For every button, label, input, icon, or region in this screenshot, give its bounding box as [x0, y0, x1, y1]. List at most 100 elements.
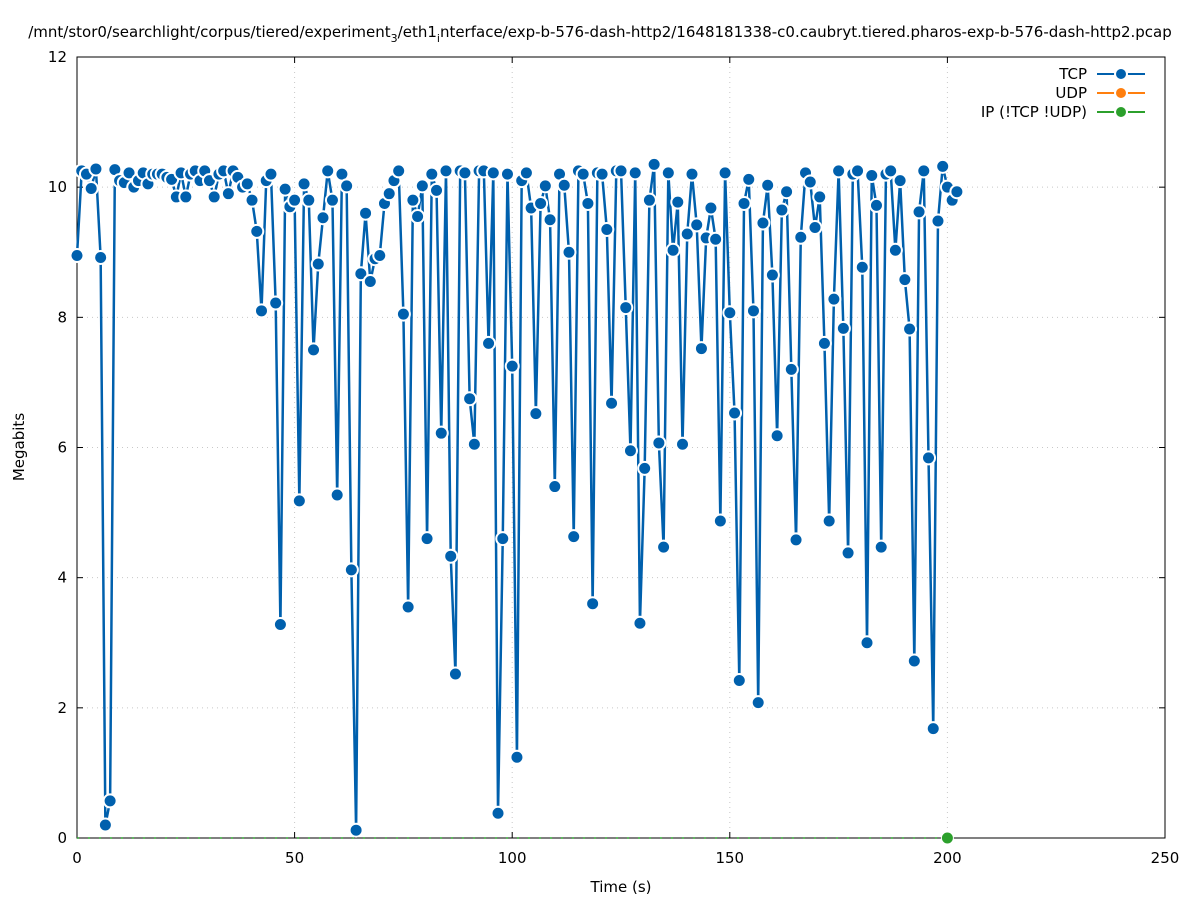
tcp-data-point: [916, 163, 932, 179]
tcp-data-point: [447, 666, 463, 682]
tcp-data-point: [88, 161, 104, 177]
tcp-data-point: [665, 242, 681, 258]
tcp-data-point: [897, 272, 913, 288]
tcp-data-point: [887, 242, 903, 258]
legend-label: TCP: [1058, 65, 1087, 83]
x-tick-label: 250: [1151, 849, 1180, 867]
tcp-data-point: [121, 165, 137, 181]
tcp-data-point: [324, 192, 340, 208]
tcp-data-point: [599, 221, 615, 237]
tcp-data-point: [457, 165, 473, 181]
tcp-data-point: [854, 259, 870, 275]
tcp-data-point: [651, 435, 667, 451]
tcp-data-point: [400, 599, 416, 615]
tcp-data-point: [528, 406, 544, 422]
tcp-data-point: [760, 177, 776, 193]
tcp-data-point: [911, 204, 927, 220]
tcp-data-point: [343, 562, 359, 578]
tcp-data-point: [566, 529, 582, 545]
tcp-data-point: [580, 195, 596, 211]
tcp-data-point: [745, 303, 761, 319]
tcp-data-point: [485, 165, 501, 181]
tcp-data-point: [499, 166, 515, 182]
tcp-data-point: [708, 231, 724, 247]
tcp-data-point: [779, 184, 795, 200]
tcp-series-line: [75, 164, 958, 831]
y-tick-label: 12: [48, 48, 67, 66]
x-tick-label: 100: [498, 849, 527, 867]
tcp-data-point: [306, 342, 322, 358]
tcp-data-point: [391, 163, 407, 179]
legend-label: UDP: [1055, 84, 1087, 102]
tcp-data-point: [637, 460, 653, 476]
tcp-data-point: [850, 163, 866, 179]
tcp-data-point: [253, 303, 269, 319]
tcp-data-point: [287, 192, 303, 208]
x-tick-label: 200: [933, 849, 962, 867]
tcp-data-point: [533, 195, 549, 211]
tcp-data-point: [764, 267, 780, 283]
series-layer: [69, 156, 965, 845]
tcp-data-point: [793, 229, 809, 245]
legend-marker: [1114, 86, 1128, 100]
tcp-data-point: [206, 189, 222, 205]
tcp-data-point: [622, 443, 638, 459]
tcp-data-point: [812, 189, 828, 205]
tcp-data-point: [627, 165, 643, 181]
tcp-data-point: [864, 167, 880, 183]
x-tick-label: 150: [715, 849, 744, 867]
tcp-data-point: [689, 217, 705, 233]
y-axis-label: Megabits: [10, 413, 28, 481]
tcp-data-point: [438, 163, 454, 179]
tcp-data-point: [826, 291, 842, 307]
tcp-data-point: [495, 531, 511, 547]
tcp-data-point: [93, 249, 109, 265]
tcp-data-point: [670, 194, 686, 210]
tcp-data-point: [835, 320, 851, 336]
x-tick-label: 0: [72, 849, 82, 867]
tcp-data-point: [816, 335, 832, 351]
tcp-data-point: [83, 180, 99, 196]
tcp-data-point: [722, 305, 738, 321]
tcp-data-point: [296, 176, 312, 192]
tcp-data-point: [840, 545, 856, 561]
tcp-data-point: [925, 721, 941, 737]
tcp-data-point: [414, 178, 430, 194]
tcp-data-point: [291, 493, 307, 509]
y-tick-label: 4: [57, 569, 67, 587]
tcp-data-point: [509, 749, 525, 765]
tcp-data-point: [859, 635, 875, 651]
tcp-data-point: [381, 186, 397, 202]
tcp-data-point: [802, 174, 818, 190]
tcp-data-point: [504, 358, 520, 374]
tcp-data-point: [395, 306, 411, 322]
tcp-data-point: [892, 173, 908, 189]
tcp-data-point: [703, 200, 719, 216]
tcp-data-point: [490, 805, 506, 821]
tcp-data-point: [239, 176, 255, 192]
tcp-data-point: [873, 539, 889, 555]
tcp-data-point: [466, 436, 482, 452]
tcp-data-point: [244, 192, 260, 208]
tcp-data-point: [178, 189, 194, 205]
tcp-data-point: [424, 166, 440, 182]
tcp-data-point: [220, 186, 236, 202]
tcp-data-point: [769, 428, 785, 444]
x-tick-label: 50: [285, 849, 304, 867]
tcp-data-point: [362, 274, 378, 290]
tcp-data-point: [263, 166, 279, 182]
legend-marker: [1114, 105, 1128, 119]
tcp-data-point: [329, 487, 345, 503]
tcp-data-point: [731, 672, 747, 688]
x-axis-label: Time (s): [590, 878, 652, 896]
y-tick-label: 6: [57, 439, 67, 457]
tcp-data-point: [807, 220, 823, 236]
tcp-data-point: [750, 695, 766, 711]
tcp-data-point: [684, 166, 700, 182]
tcp-data-point: [727, 405, 743, 421]
tcp-data-point: [301, 192, 317, 208]
tcp-data-point: [556, 177, 572, 193]
tcp-data-point: [949, 184, 965, 200]
legend-label: IP (!TCP !UDP): [981, 103, 1087, 121]
